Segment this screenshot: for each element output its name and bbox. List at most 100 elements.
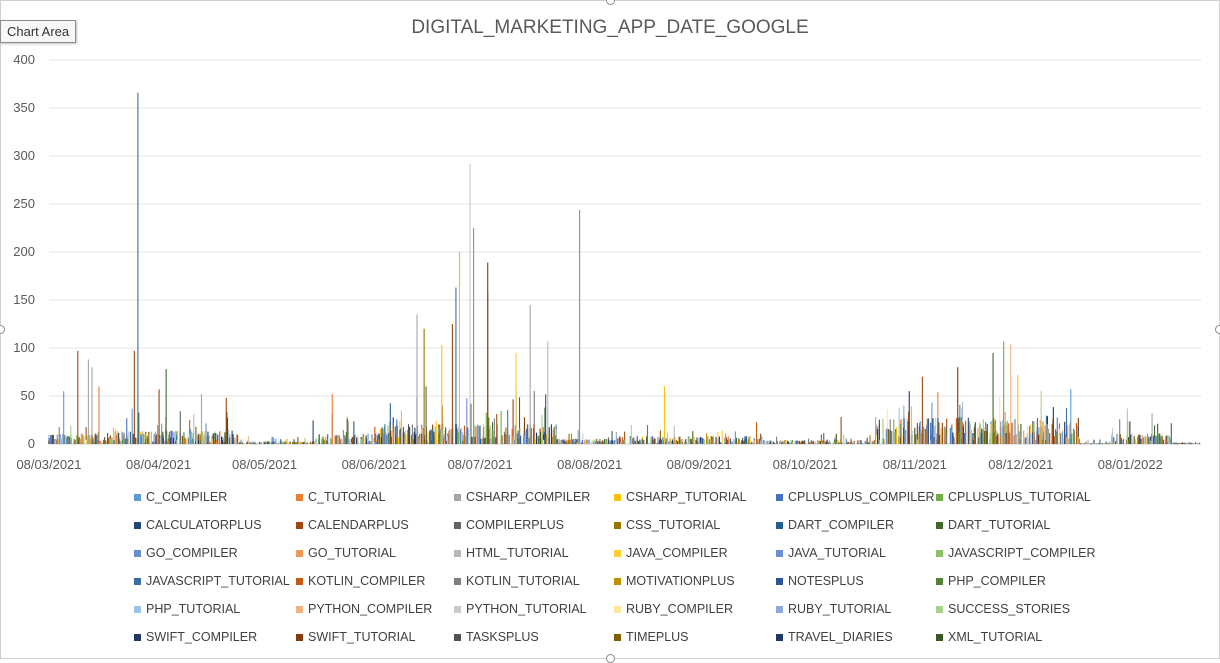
data-bar: [565, 440, 567, 444]
data-bar: [639, 439, 641, 444]
resize-handle-right[interactable]: [1215, 325, 1220, 334]
data-bar: [876, 434, 878, 444]
data-bar: [698, 437, 700, 444]
legend-item[interactable]: CALENDARPLUS: [296, 518, 409, 532]
data-bar: [176, 439, 178, 444]
legend-label: CSHARP_COMPILER: [466, 490, 591, 504]
data-bar: [1112, 441, 1114, 444]
data-bar: [997, 433, 999, 444]
legend-item[interactable]: JAVA_TUTORIAL: [776, 546, 886, 560]
resize-handle-left[interactable]: [0, 325, 5, 334]
legend-item[interactable]: SWIFT_COMPILER: [134, 630, 257, 644]
data-bar: [48, 438, 50, 444]
data-bar-peak: [1017, 374, 1019, 444]
data-bar: [584, 440, 586, 444]
data-bar: [474, 436, 476, 444]
legend-item[interactable]: CSHARP_TUTORIAL: [614, 490, 747, 504]
legend-item[interactable]: PYTHON_TUTORIAL: [454, 602, 587, 616]
legend-item[interactable]: DART_COMPILER: [776, 518, 894, 532]
data-bar: [433, 436, 436, 444]
legend-item[interactable]: CPLUSPLUS_TUTORIAL: [936, 490, 1091, 504]
data-bar: [1081, 442, 1083, 444]
data-bar: [517, 430, 519, 444]
legend-item[interactable]: CSHARP_COMPILER: [454, 490, 590, 504]
data-bar: [562, 442, 564, 444]
data-bar: [115, 428, 117, 444]
legend-item[interactable]: GO_COMPILER: [134, 546, 238, 560]
data-bar: [999, 396, 1001, 444]
legend-item[interactable]: PHP_TUTORIAL: [134, 602, 240, 616]
data-bar: [781, 441, 783, 444]
data-bar: [208, 435, 210, 444]
data-bar: [259, 441, 261, 444]
data-bar: [1064, 421, 1066, 444]
data-bar: [844, 443, 846, 444]
legend-item[interactable]: JAVA_COMPILER: [614, 546, 728, 560]
legend-item[interactable]: CALCULATORPLUS: [134, 518, 262, 532]
data-bar: [1105, 441, 1107, 444]
data-bar: [1056, 435, 1058, 444]
data-bar: [103, 439, 105, 444]
legend-item[interactable]: PYTHON_COMPILER: [296, 602, 432, 616]
legend-item[interactable]: CPLUSPLUS_COMPILER: [776, 490, 935, 504]
legend-item[interactable]: HTML_TUTORIAL: [454, 546, 569, 560]
legend-item[interactable]: NOTESPLUS: [776, 574, 864, 588]
data-bar: [1179, 443, 1181, 444]
data-bar: [858, 442, 860, 444]
legend-item[interactable]: TASKSPLUS: [454, 630, 539, 644]
data-bar: [119, 440, 121, 444]
legend-item[interactable]: SWIFT_TUTORIAL: [296, 630, 415, 644]
data-bar: [933, 437, 935, 444]
data-bar: [440, 429, 442, 444]
data-bar: [1008, 423, 1010, 444]
data-bar: [622, 440, 625, 444]
data-bar: [481, 438, 483, 444]
legend-item[interactable]: TRAVEL_DIARIES: [776, 630, 893, 644]
data-bar: [304, 438, 306, 444]
data-bar: [337, 435, 339, 444]
legend-label: GO_COMPILER: [146, 546, 238, 560]
data-bar: [413, 432, 415, 444]
legend-swatch: [936, 633, 943, 641]
legend-item[interactable]: MOTIVATIONPLUS: [614, 574, 735, 588]
data-bar: [743, 440, 745, 444]
legend-item[interactable]: COMPILERPLUS: [454, 518, 564, 532]
data-bar: [1065, 408, 1068, 444]
legend-label: GO_TUTORIAL: [308, 546, 396, 560]
data-bar: [493, 436, 495, 444]
data-bar: [1014, 418, 1016, 444]
data-bar: [703, 440, 705, 444]
data-bar: [488, 428, 490, 444]
legend-item[interactable]: GO_TUTORIAL: [296, 546, 396, 560]
legend-item[interactable]: SUCCESS_STORIES: [936, 602, 1070, 616]
data-bar: [1097, 443, 1099, 445]
legend-item[interactable]: JAVASCRIPT_COMPILER: [936, 546, 1096, 560]
data-bar: [51, 434, 53, 444]
legend-item[interactable]: C_COMPILER: [134, 490, 227, 504]
data-bar: [1120, 440, 1122, 444]
resize-handle-top[interactable]: [606, 0, 615, 5]
legend-item[interactable]: C_TUTORIAL: [296, 490, 386, 504]
data-bar: [224, 432, 226, 444]
legend-item[interactable]: DART_TUTORIAL: [936, 518, 1050, 532]
legend-item[interactable]: RUBY_COMPILER: [614, 602, 733, 616]
legend-item[interactable]: XML_TUTORIAL: [936, 630, 1042, 644]
data-bar: [143, 433, 145, 444]
legend-item[interactable]: TIMEPLUS: [614, 630, 689, 644]
data-bar: [345, 432, 347, 444]
data-bar: [247, 436, 249, 444]
data-bar: [1174, 443, 1177, 444]
data-bar: [173, 431, 175, 444]
data-bar: [1169, 438, 1171, 444]
legend-item[interactable]: KOTLIN_COMPILER: [296, 574, 425, 588]
data-bar: [898, 408, 900, 444]
legend-item[interactable]: PHP_COMPILER: [936, 574, 1046, 588]
legend-item[interactable]: JAVASCRIPT_TUTORIAL: [134, 574, 290, 588]
legend-item[interactable]: KOTLIN_TUTORIAL: [454, 574, 580, 588]
legend-item[interactable]: CSS_TUTORIAL: [614, 518, 720, 532]
data-bar: [940, 427, 942, 444]
data-bar: [1001, 420, 1004, 444]
data-bar: [107, 437, 110, 444]
legend-item[interactable]: RUBY_TUTORIAL: [776, 602, 891, 616]
